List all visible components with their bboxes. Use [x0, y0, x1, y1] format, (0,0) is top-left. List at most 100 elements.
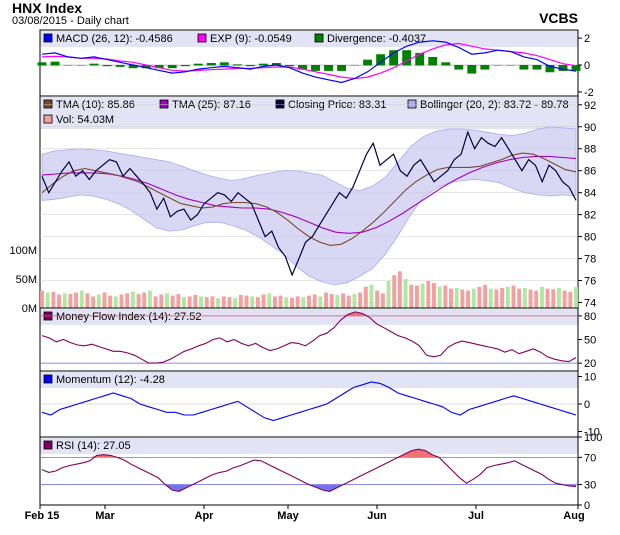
macd-divergence-bar	[167, 65, 177, 69]
macd-divergence-bar	[154, 65, 164, 69]
volume-bar	[40, 290, 44, 308]
volume-bar	[255, 297, 260, 308]
macd-divergence-bar	[467, 65, 477, 74]
volume-bar	[130, 291, 135, 308]
rsi-overbought-fill	[411, 449, 419, 458]
closing-price-line	[41, 130, 577, 277]
volume-bar	[528, 289, 533, 308]
ytick-label-price-3: 86	[584, 166, 596, 178]
ytick-label-momentum-0: 10	[584, 372, 596, 384]
volume-bar	[227, 297, 232, 308]
ytick-label-price-7: 78	[584, 254, 596, 266]
macd-divergence-bar	[115, 65, 125, 67]
rsi-oversold-fill	[178, 484, 186, 492]
volume-bar	[545, 288, 550, 308]
macd-divergence-bar	[532, 65, 542, 70]
volume-bar	[108, 295, 113, 308]
rsi-oversold-fill	[322, 484, 330, 492]
macd-divergence-bar	[402, 50, 412, 66]
volume-bar	[500, 287, 505, 308]
macd-divergence-bar	[76, 65, 86, 66]
volume-bar	[102, 292, 107, 308]
volume-bar	[233, 297, 238, 308]
volume-bar	[437, 286, 442, 308]
volume-bar	[295, 296, 300, 308]
ytick-label-macd-0: 2	[584, 33, 590, 45]
ytick-label-price-8: 76	[584, 276, 596, 288]
legend-swatch-price-4	[43, 114, 53, 124]
volume-bar	[341, 293, 346, 308]
macd-divergence-bar	[193, 63, 203, 66]
volume-bar	[79, 290, 84, 308]
macd-divergence-bar	[454, 65, 464, 70]
volume-bar	[483, 284, 488, 308]
volume-bar	[193, 294, 198, 308]
ytick-label-mfi-2: 20	[584, 358, 596, 370]
legend-label-macd-2: Divergence: -0.4037	[327, 33, 426, 45]
volume-bar	[244, 295, 249, 308]
xtick-label-3: May	[277, 510, 299, 522]
macd-divergence-bar	[89, 63, 99, 66]
legend-swatch-macd-1	[197, 33, 207, 43]
volume-bar	[125, 293, 130, 308]
macd-divergence-bar	[545, 65, 555, 73]
legend-swatch-price-3	[407, 99, 417, 109]
volume-bar	[454, 287, 459, 308]
ytick-label-price-5: 82	[584, 210, 596, 222]
volume-bar	[91, 296, 96, 308]
legend-swatch-price-2	[275, 99, 285, 109]
macd-divergence-bar	[311, 65, 320, 71]
macd-divergence-bar	[558, 65, 568, 71]
volume-bar	[96, 294, 101, 308]
volume-bar	[142, 292, 147, 308]
macd-divergence-bar	[37, 62, 47, 66]
mfi-line	[41, 311, 577, 364]
ticker-label: VCBS	[539, 10, 578, 26]
macd-legend-band	[40, 31, 578, 47]
volume-bar	[261, 294, 266, 308]
volume-bar	[335, 294, 340, 308]
volume-bar	[204, 297, 209, 308]
volume-bar	[471, 288, 476, 308]
macd-divergence-bar	[389, 50, 399, 66]
volume-bar	[74, 292, 79, 308]
volume-bar	[392, 275, 397, 308]
macd-divergence-bar	[441, 62, 451, 66]
macd-divergence-bar	[141, 65, 151, 69]
volume-bar	[432, 282, 436, 308]
legend-swatch-price-1	[159, 99, 169, 109]
legend-swatch-rsi-0	[43, 440, 53, 450]
volume-bar	[409, 284, 414, 308]
ytick-label-mfi-0: 80	[584, 311, 596, 323]
volume-bar	[358, 292, 363, 308]
macd-divergence-bar	[376, 54, 386, 66]
legend-swatch-macd-2	[314, 33, 324, 43]
macd-divergence-bar	[232, 64, 242, 66]
legend-swatch-momentum-0	[43, 374, 53, 384]
ytick-label-rsi-3: 0	[584, 500, 590, 512]
rsi-overbought-fill	[404, 450, 412, 458]
volume-bar	[289, 297, 294, 308]
volume-bar	[238, 294, 243, 308]
macd-divergence-bar	[63, 65, 73, 66]
xtick-label-5: Jul	[468, 510, 484, 522]
volume-tick-label-1: 50M	[16, 274, 37, 286]
volume-bar	[505, 286, 510, 308]
volume-bar	[466, 290, 471, 308]
ytick-label-mfi-1: 50	[584, 335, 596, 347]
volume-bar	[562, 290, 567, 308]
xtick-label-2: Apr	[195, 510, 215, 522]
ytick-label-price-2: 88	[584, 144, 596, 156]
momentum-line	[41, 381, 577, 422]
volume-bar	[522, 287, 527, 308]
volume-bar	[363, 286, 368, 308]
macd-divergence-bar	[271, 63, 281, 66]
legend-label-price-4: Vol: 54.03M	[56, 114, 114, 126]
volume-bar	[551, 289, 556, 308]
legend-label-macd-0: MACD (26, 12): -0.4586	[56, 33, 173, 45]
volume-bar	[568, 291, 573, 308]
volume-bar	[187, 296, 192, 308]
macd-line	[41, 40, 577, 84]
volume-bar	[477, 286, 482, 308]
legend-label-mfi-0: Money Flow Index (14): 27.52	[56, 311, 202, 323]
